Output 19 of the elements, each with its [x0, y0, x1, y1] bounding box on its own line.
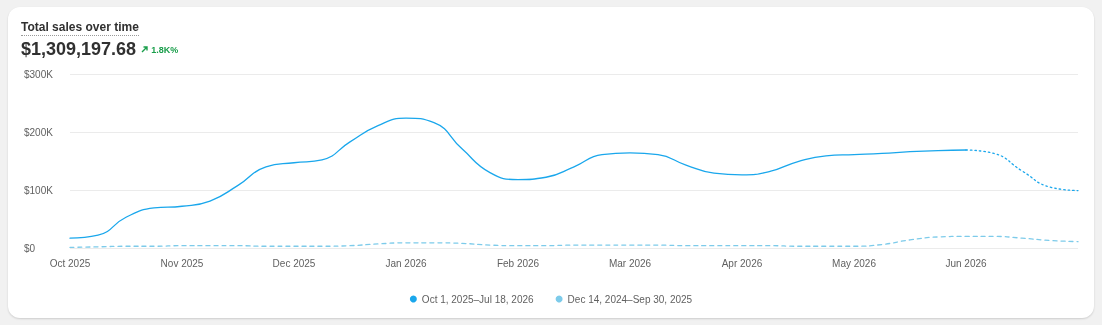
y-tick-label: $200K — [24, 126, 54, 138]
x-tick-label: Nov 2025 — [160, 257, 204, 269]
x-tick-label: Jan 2026 — [385, 257, 428, 269]
chart-title: Total sales over time — [21, 20, 139, 36]
y-tick-label: $300K — [24, 68, 54, 80]
legend-label: Oct 1, 2025–Jul 18, 2026 — [421, 293, 535, 305]
x-tick-label: Jun 2026 — [945, 257, 988, 269]
x-tick-label: Dec 2025 — [272, 257, 316, 269]
x-tick-label: Oct 2025 — [49, 257, 91, 269]
x-tick-label: Mar 2026 — [608, 257, 652, 269]
y-tick-label: $0 — [24, 242, 36, 254]
legend-label: Dec 14, 2024–Sep 30, 2025 — [567, 293, 693, 305]
chart-subtitle: $1,309,197.68 — [21, 39, 137, 60]
y-tick-label: $100K — [24, 184, 54, 196]
line-series — [69, 235, 1079, 249]
x-tick-label: May 2026 — [832, 257, 877, 269]
text: 1.8K% — [151, 44, 179, 55]
x-tick-label: Feb 2026 — [496, 257, 540, 269]
x-tick-label: Apr 2026 — [721, 257, 763, 269]
